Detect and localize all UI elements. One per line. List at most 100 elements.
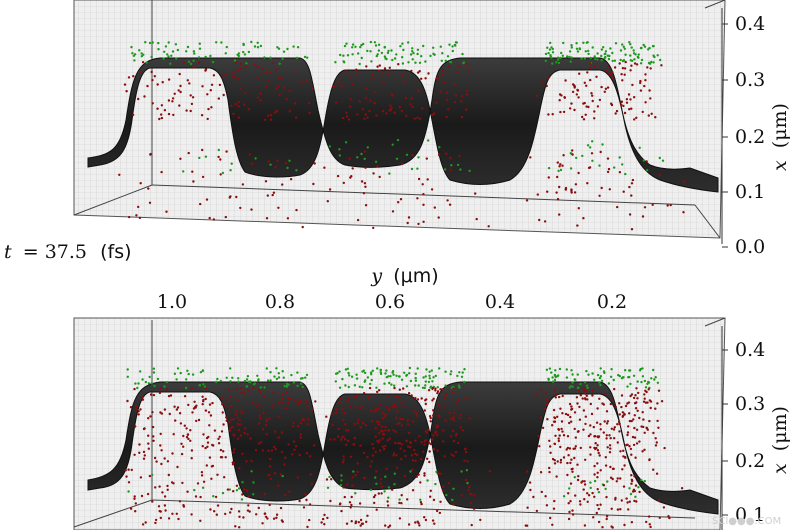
particle-point bbox=[229, 195, 232, 198]
particle-point bbox=[648, 419, 651, 423]
particle-point bbox=[548, 466, 551, 470]
particle-point bbox=[141, 398, 145, 401]
particle-point bbox=[611, 59, 614, 63]
particle-point bbox=[347, 398, 350, 401]
particle-point bbox=[212, 495, 215, 498]
particle-point bbox=[223, 476, 226, 479]
particle-point bbox=[232, 418, 235, 421]
particle-point bbox=[596, 435, 599, 438]
particle-point bbox=[332, 85, 335, 88]
particle-point bbox=[582, 428, 585, 431]
particle-point bbox=[276, 76, 280, 80]
particle-point bbox=[389, 375, 392, 378]
particle-point bbox=[446, 55, 450, 58]
particle-point bbox=[414, 376, 417, 380]
particle-point bbox=[603, 371, 606, 375]
particle-point bbox=[437, 402, 440, 406]
particle-point bbox=[591, 389, 595, 392]
particle-point bbox=[305, 400, 308, 403]
particle-point bbox=[150, 70, 153, 74]
particle-point bbox=[408, 366, 412, 370]
particle-point bbox=[369, 99, 372, 102]
particle-point bbox=[188, 82, 191, 85]
particle-point bbox=[234, 525, 237, 528]
particle-point bbox=[631, 435, 635, 439]
particle-point bbox=[285, 385, 288, 388]
particle-point bbox=[561, 412, 564, 415]
particle-point bbox=[350, 520, 353, 523]
particle-point bbox=[448, 411, 451, 415]
particle-point bbox=[242, 488, 246, 491]
particle-point bbox=[369, 371, 373, 374]
particle-point bbox=[191, 170, 194, 173]
particle-point bbox=[638, 416, 641, 420]
particle-point bbox=[147, 447, 150, 450]
particle-point bbox=[547, 378, 550, 381]
particle-point bbox=[221, 171, 225, 175]
particle-point bbox=[233, 448, 236, 451]
particle-point bbox=[209, 414, 213, 417]
particle-point bbox=[612, 428, 616, 431]
particle-point bbox=[577, 96, 580, 99]
particle-point bbox=[452, 454, 455, 458]
particle-point bbox=[450, 417, 453, 421]
particle-point bbox=[366, 455, 369, 459]
particle-point bbox=[593, 55, 596, 58]
particle-point bbox=[576, 224, 579, 227]
particle-point bbox=[570, 46, 573, 49]
particle-point bbox=[431, 438, 434, 441]
particle-point bbox=[302, 506, 306, 509]
particle-point bbox=[186, 490, 189, 493]
particle-point bbox=[625, 101, 629, 104]
particle-point bbox=[228, 488, 231, 491]
particle-point bbox=[613, 166, 616, 169]
particle-point bbox=[178, 412, 182, 415]
particle-point bbox=[144, 380, 148, 384]
particle-point bbox=[453, 101, 457, 104]
particle-point bbox=[566, 413, 570, 417]
particle-point bbox=[283, 463, 286, 466]
particle-point bbox=[304, 493, 307, 496]
particle-point bbox=[266, 194, 269, 197]
particle-point bbox=[365, 520, 368, 523]
particle-point bbox=[375, 386, 378, 389]
particle-point bbox=[224, 512, 227, 516]
particle-point bbox=[564, 79, 567, 82]
particle-point bbox=[553, 390, 556, 393]
time-var: t bbox=[4, 241, 12, 263]
particle-point bbox=[583, 498, 586, 501]
particle-point bbox=[125, 475, 128, 478]
particle-point bbox=[379, 371, 382, 374]
particle-point bbox=[411, 105, 414, 109]
particle-point bbox=[574, 445, 577, 448]
particle-point bbox=[246, 489, 249, 492]
particle-point bbox=[410, 394, 413, 397]
particle-point bbox=[374, 427, 377, 430]
particle-point bbox=[275, 109, 278, 113]
particle-point bbox=[360, 522, 364, 525]
particle-point bbox=[415, 414, 419, 417]
particle-point bbox=[423, 409, 426, 412]
particle-point bbox=[381, 417, 384, 420]
particle-point bbox=[386, 394, 389, 398]
particle-point bbox=[252, 481, 255, 484]
particle-point bbox=[629, 43, 632, 46]
particle-point bbox=[386, 504, 390, 507]
particle-point bbox=[204, 409, 208, 412]
particle-point bbox=[547, 113, 550, 116]
particle-point bbox=[224, 456, 227, 459]
particle-point bbox=[245, 385, 248, 388]
particle-point bbox=[140, 55, 143, 58]
particle-point bbox=[570, 408, 573, 411]
particle-point bbox=[620, 394, 624, 397]
particle-point bbox=[649, 406, 652, 410]
particle-point bbox=[525, 470, 529, 473]
particle-point bbox=[392, 454, 395, 457]
particle-point bbox=[434, 389, 437, 392]
particle-point bbox=[304, 376, 307, 379]
particle-point bbox=[189, 439, 192, 442]
particle-point bbox=[422, 220, 425, 223]
particle-point bbox=[321, 517, 325, 521]
particle-point bbox=[280, 450, 284, 454]
particle-point bbox=[374, 494, 377, 497]
